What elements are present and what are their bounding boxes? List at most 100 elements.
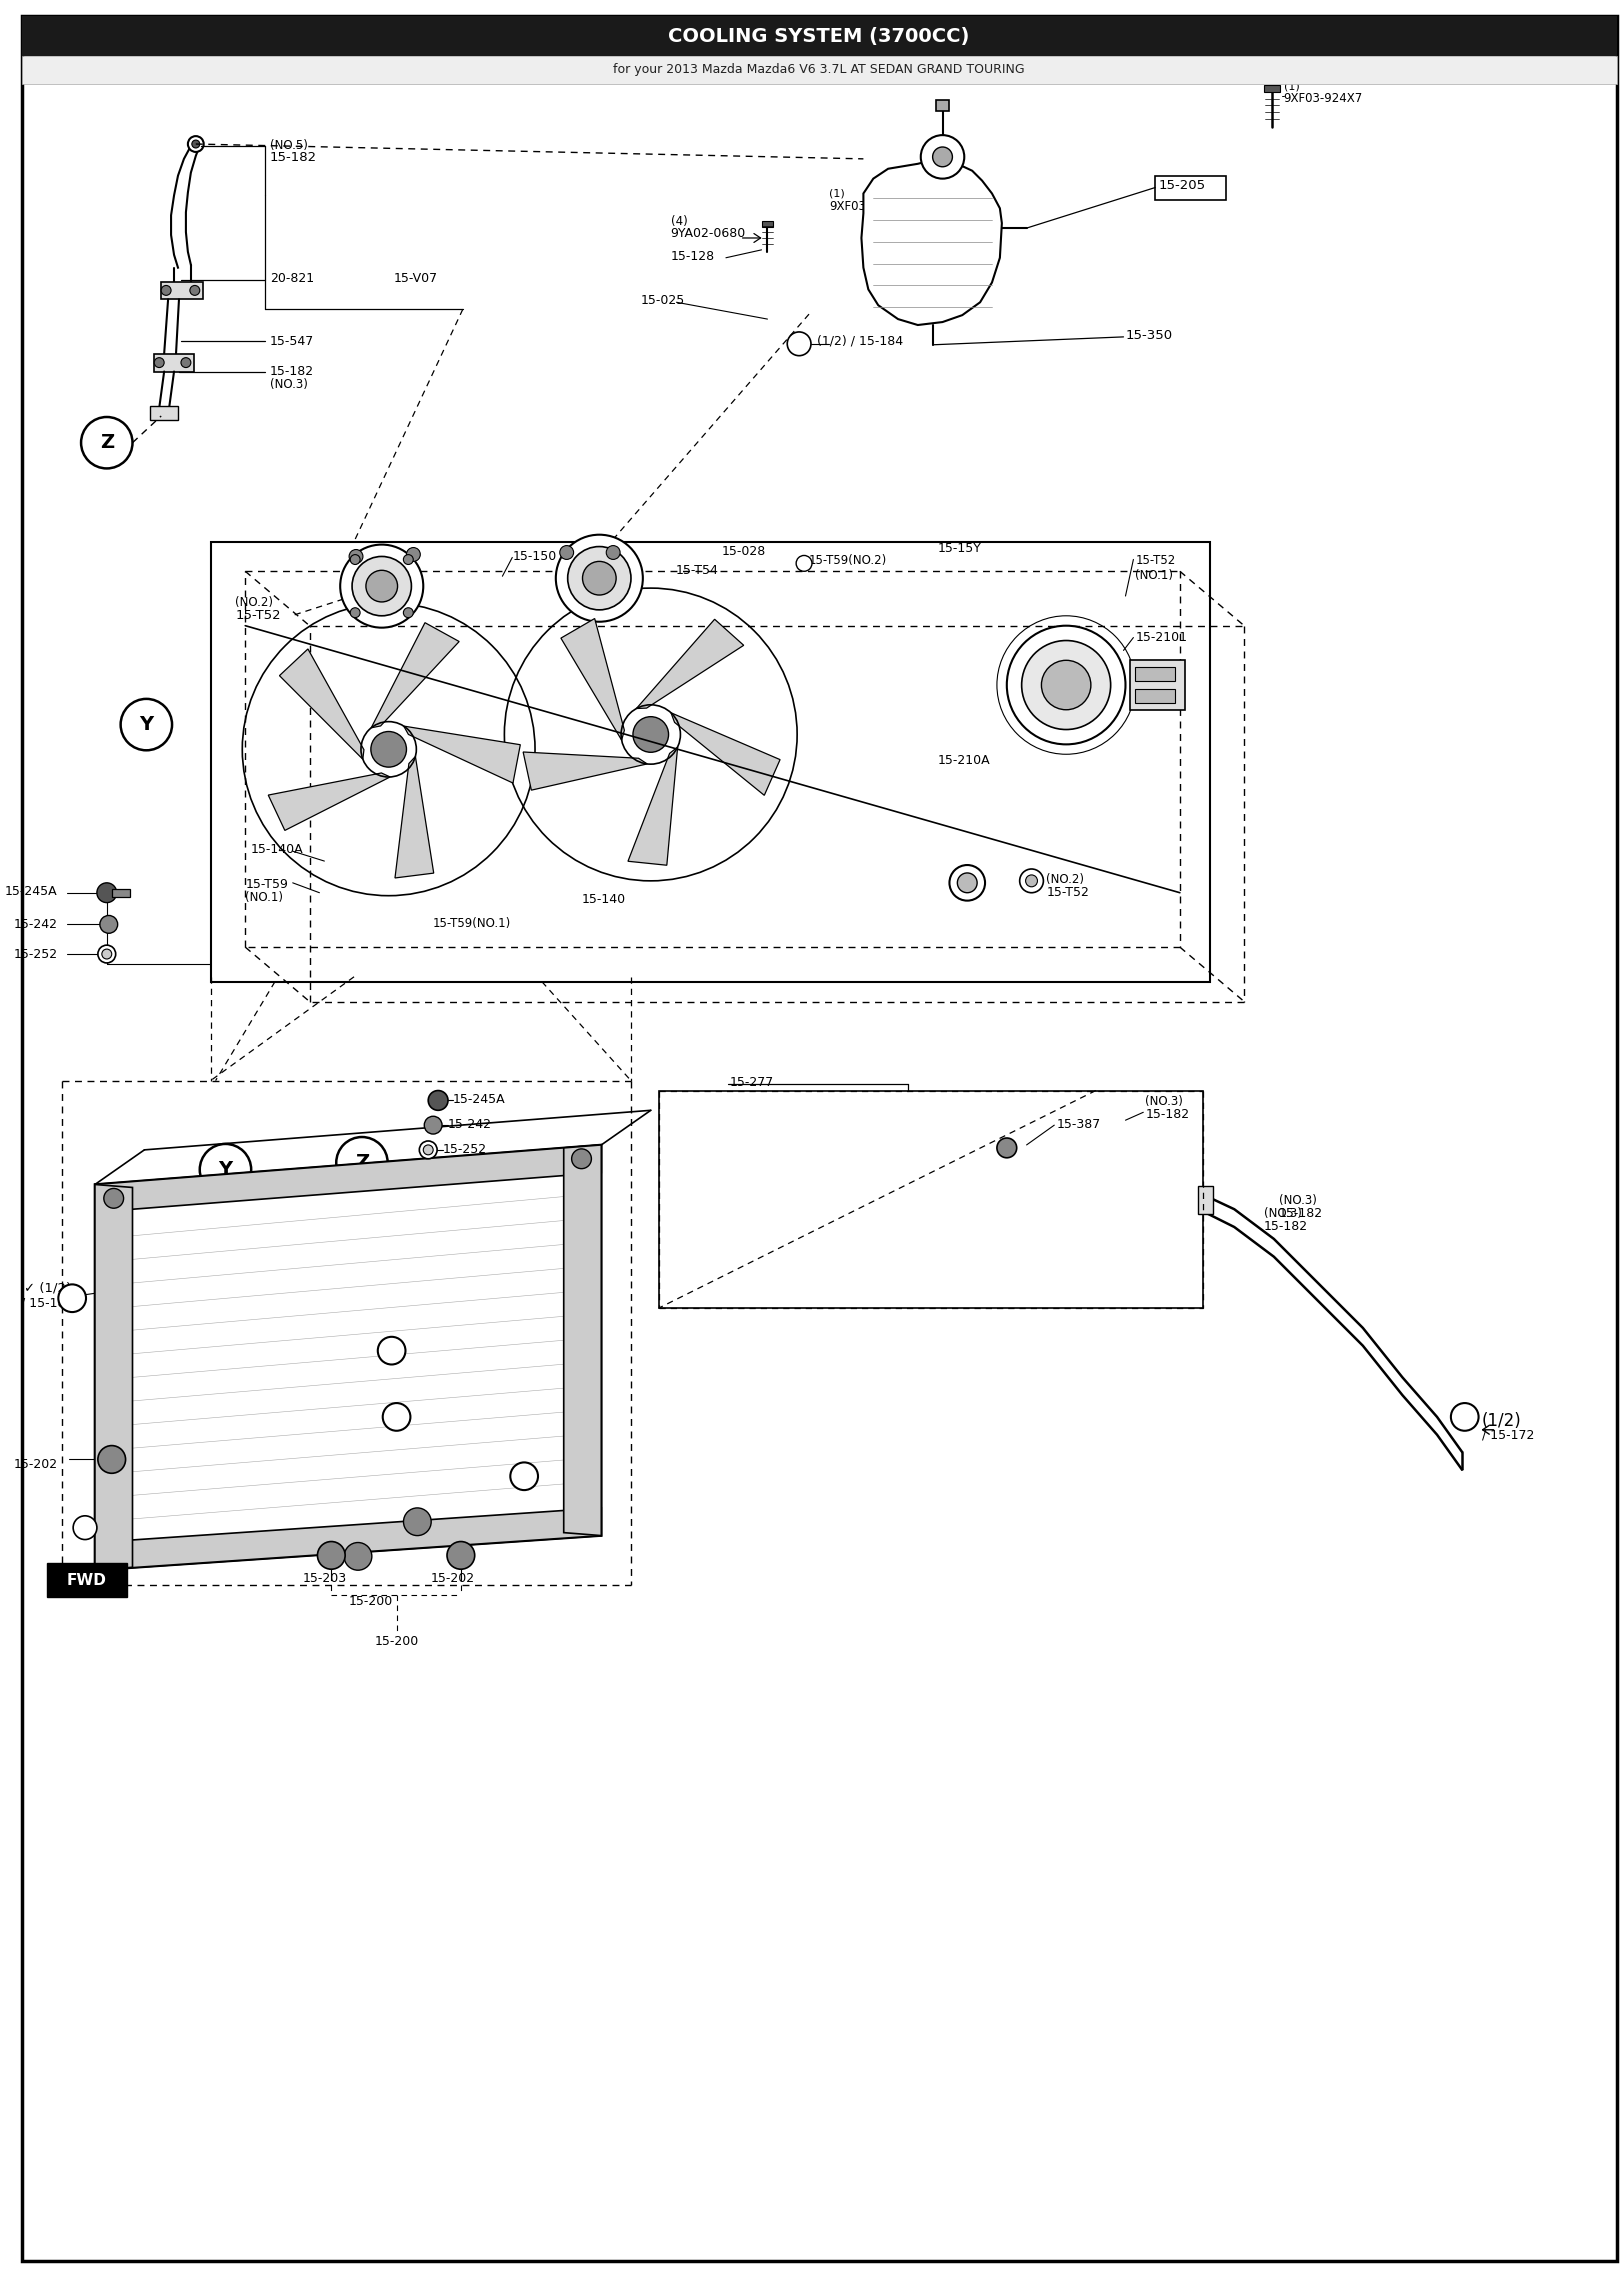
Text: (NO.3): (NO.3) bbox=[1279, 1195, 1316, 1207]
Text: (1/2) / 15-184: (1/2) / 15-184 bbox=[817, 335, 903, 348]
Bar bbox=[762, 221, 773, 228]
Text: 15-182: 15-182 bbox=[271, 364, 314, 378]
Text: 15-252: 15-252 bbox=[13, 947, 57, 961]
Text: 15-350: 15-350 bbox=[1125, 328, 1172, 342]
Text: ↵ 1910: ↵ 1910 bbox=[102, 1519, 162, 1535]
Text: 15-T59: 15-T59 bbox=[245, 879, 289, 890]
Polygon shape bbox=[524, 751, 647, 790]
Circle shape bbox=[932, 148, 953, 166]
Circle shape bbox=[1451, 1403, 1478, 1430]
Text: 15-203: 15-203 bbox=[302, 1571, 347, 1585]
Bar bbox=[1156, 175, 1227, 200]
Circle shape bbox=[632, 717, 668, 751]
Polygon shape bbox=[627, 747, 678, 865]
Text: (1): (1) bbox=[1284, 82, 1300, 91]
Circle shape bbox=[556, 535, 644, 622]
Text: 20-821: 20-821 bbox=[271, 271, 314, 285]
Circle shape bbox=[420, 1141, 438, 1159]
Circle shape bbox=[371, 731, 407, 767]
Text: 15-182: 15-182 bbox=[1264, 1220, 1308, 1234]
Text: (NO.3): (NO.3) bbox=[1264, 1207, 1302, 1220]
Circle shape bbox=[349, 549, 363, 562]
Circle shape bbox=[559, 546, 574, 560]
Polygon shape bbox=[96, 1507, 601, 1571]
Circle shape bbox=[350, 608, 360, 617]
Circle shape bbox=[1026, 874, 1037, 886]
Text: 15-T59(NO.1): 15-T59(NO.1) bbox=[433, 918, 511, 931]
Bar bbox=[1198, 1186, 1213, 1214]
Bar bbox=[961, 191, 973, 198]
Bar bbox=[1130, 660, 1185, 710]
Text: (1): (1) bbox=[828, 189, 845, 198]
Bar bbox=[160, 282, 203, 298]
Text: / 15-172: / 15-172 bbox=[1482, 1428, 1533, 1441]
Text: / 15-185: / 15-185 bbox=[540, 1487, 593, 1501]
Circle shape bbox=[423, 1145, 433, 1154]
Polygon shape bbox=[279, 649, 365, 758]
Circle shape bbox=[154, 357, 164, 367]
Circle shape bbox=[97, 1446, 125, 1473]
Text: / 19-9D1: / 19-9D1 bbox=[102, 1535, 156, 1548]
Circle shape bbox=[318, 1542, 345, 1569]
Circle shape bbox=[428, 1091, 447, 1111]
Circle shape bbox=[366, 569, 397, 601]
Text: Z: Z bbox=[101, 433, 113, 453]
Text: 15-547: 15-547 bbox=[271, 335, 314, 348]
Bar bbox=[211, 542, 1209, 981]
Text: 1910: 1910 bbox=[413, 1341, 467, 1359]
Text: 15-2101: 15-2101 bbox=[1135, 631, 1188, 644]
Text: 15-T52
(NO.1): 15-T52 (NO.1) bbox=[1135, 556, 1175, 583]
Text: (1/2): (1/2) bbox=[413, 1412, 454, 1430]
Text: 15-T54: 15-T54 bbox=[676, 565, 718, 578]
Text: / 15-186: / 15-186 bbox=[413, 1428, 465, 1441]
Circle shape bbox=[352, 556, 412, 615]
Circle shape bbox=[350, 556, 360, 565]
Text: 15-242: 15-242 bbox=[13, 918, 57, 931]
Text: 15-140: 15-140 bbox=[582, 893, 626, 906]
Circle shape bbox=[191, 141, 199, 148]
Circle shape bbox=[383, 1403, 410, 1430]
Text: 15-205: 15-205 bbox=[1157, 178, 1206, 191]
Polygon shape bbox=[96, 1145, 601, 1571]
Text: (1/2): (1/2) bbox=[540, 1471, 580, 1489]
Text: (4): (4) bbox=[671, 216, 687, 228]
Text: 15-245A: 15-245A bbox=[452, 1093, 506, 1107]
Text: 15-202: 15-202 bbox=[13, 1460, 57, 1471]
Text: 15-242: 15-242 bbox=[447, 1118, 493, 1132]
Text: 15-140A: 15-140A bbox=[250, 842, 303, 856]
Polygon shape bbox=[267, 772, 391, 831]
Polygon shape bbox=[637, 619, 744, 708]
Text: (NO.1): (NO.1) bbox=[245, 890, 284, 904]
Text: ✓ (1/2): ✓ (1/2) bbox=[24, 1282, 71, 1293]
Circle shape bbox=[606, 546, 621, 560]
Circle shape bbox=[160, 285, 172, 296]
Text: 15-15Y: 15-15Y bbox=[937, 542, 981, 556]
Text: Z: Z bbox=[355, 1152, 370, 1173]
Text: 15-182: 15-182 bbox=[1146, 1109, 1190, 1120]
Circle shape bbox=[188, 137, 204, 153]
Text: 15-V07: 15-V07 bbox=[394, 271, 438, 285]
Bar bbox=[21, 16, 1618, 57]
Circle shape bbox=[58, 1284, 86, 1312]
Text: 15-150: 15-150 bbox=[512, 549, 556, 562]
Text: 9YA02-0680: 9YA02-0680 bbox=[671, 228, 746, 239]
Circle shape bbox=[582, 562, 616, 594]
Text: for your 2013 Mazda Mazda6 V6 3.7L AT SEDAN GRAND TOURING: for your 2013 Mazda Mazda6 V6 3.7L AT SE… bbox=[613, 64, 1024, 77]
Circle shape bbox=[572, 1150, 592, 1168]
Text: Y: Y bbox=[219, 1161, 232, 1179]
Circle shape bbox=[997, 1138, 1016, 1157]
Polygon shape bbox=[564, 1145, 601, 1535]
Text: COOLING SYSTEM (3700CC): COOLING SYSTEM (3700CC) bbox=[668, 27, 969, 46]
Bar bbox=[1135, 667, 1175, 681]
Text: (NO.3): (NO.3) bbox=[1146, 1095, 1183, 1109]
Circle shape bbox=[404, 608, 413, 617]
Text: 15-210A: 15-210A bbox=[937, 754, 990, 767]
Polygon shape bbox=[96, 1145, 601, 1211]
Circle shape bbox=[378, 1337, 405, 1364]
Bar bbox=[154, 353, 195, 371]
Polygon shape bbox=[671, 713, 780, 795]
Bar bbox=[1135, 690, 1175, 704]
Text: (1/2): (1/2) bbox=[1482, 1412, 1520, 1430]
Circle shape bbox=[97, 945, 115, 963]
Circle shape bbox=[511, 1462, 538, 1489]
